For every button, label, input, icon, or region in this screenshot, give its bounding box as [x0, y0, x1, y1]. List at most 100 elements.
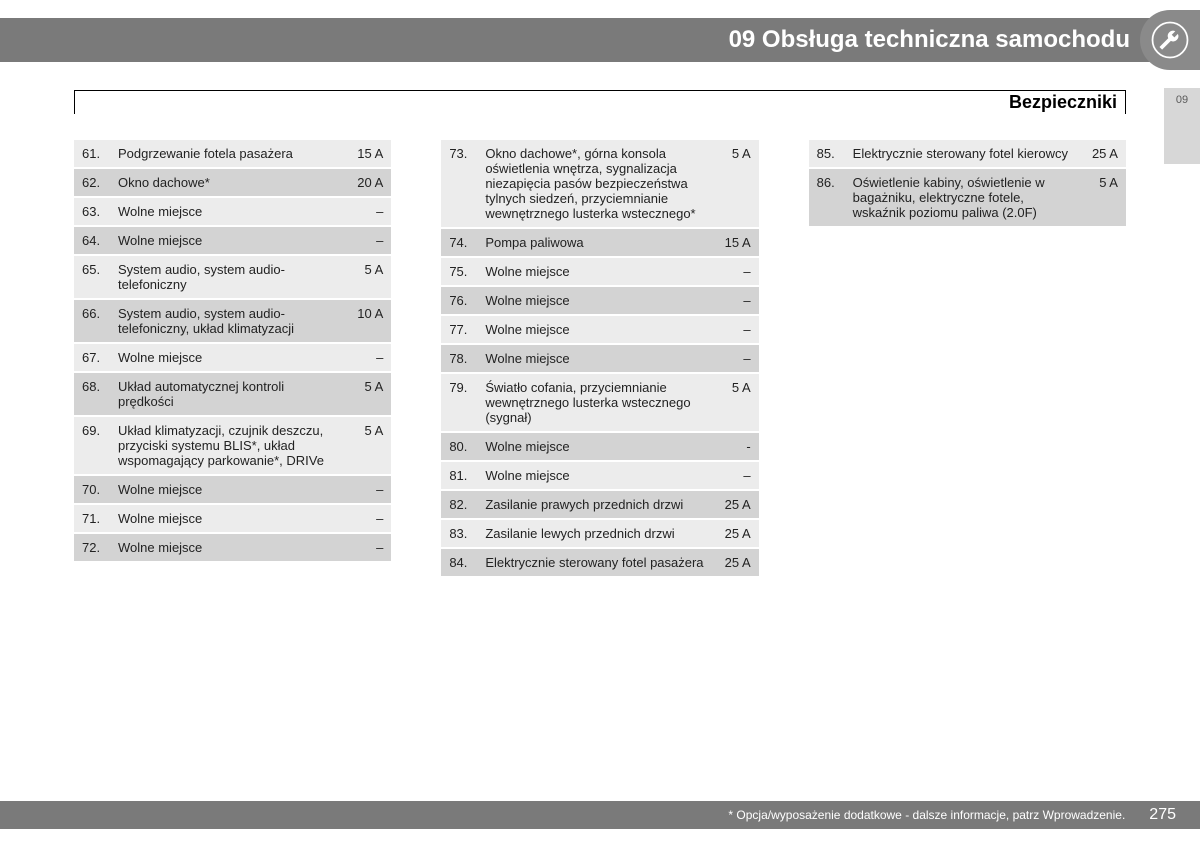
fuse-amperage: 5 A: [345, 372, 391, 416]
fuse-number: 69.: [74, 416, 110, 475]
fuse-description: Wolne miejsce: [477, 257, 712, 286]
fuse-number: 80.: [441, 432, 477, 461]
fuse-description: System audio, system audio-telefoniczny,…: [110, 299, 345, 343]
table-row: 84.Elektrycznie sterowany fotel pasażera…: [441, 548, 758, 577]
table-row: 66.System audio, system audio-telefonicz…: [74, 299, 391, 343]
fuse-number: 73.: [441, 140, 477, 228]
fuse-number: 79.: [441, 373, 477, 432]
table-row: 72.Wolne miejsce–: [74, 533, 391, 562]
fuse-table: 61.Podgrzewanie fotela pasażera15 A62.Ok…: [74, 140, 391, 563]
fuse-amperage: –: [345, 226, 391, 255]
table-row: 73.Okno dachowe*, górna konsola oświetle…: [441, 140, 758, 228]
chapter-header: 09 Obsługa techniczna samochodu: [0, 18, 1200, 62]
fuse-number: 68.: [74, 372, 110, 416]
fuse-number: 71.: [74, 504, 110, 533]
table-row: 67.Wolne miejsce–: [74, 343, 391, 372]
fuse-amperage: –: [713, 315, 759, 344]
fuse-description: Wolne miejsce: [477, 461, 712, 490]
fuse-amperage: –: [345, 533, 391, 562]
fuse-column-2: 73.Okno dachowe*, górna konsola oświetle…: [441, 140, 758, 578]
fuse-amperage: 15 A: [345, 140, 391, 168]
fuse-column-1: 61.Podgrzewanie fotela pasażera15 A62.Ok…: [74, 140, 391, 578]
fuse-amperage: 15 A: [713, 228, 759, 257]
section-title: Bezpieczniki: [1009, 92, 1117, 113]
fuse-description: Wolne miejsce: [477, 432, 712, 461]
fuse-description: Pompa paliwowa: [477, 228, 712, 257]
fuse-number: 65.: [74, 255, 110, 299]
fuse-number: 67.: [74, 343, 110, 372]
table-row: 65.System audio, system audio-telefonicz…: [74, 255, 391, 299]
wrench-icon: [1140, 10, 1200, 70]
table-row: 80.Wolne miejsce-: [441, 432, 758, 461]
section-header: Bezpieczniki: [74, 90, 1126, 114]
fuse-number: 70.: [74, 475, 110, 504]
fuse-amperage: 20 A: [345, 168, 391, 197]
fuse-amperage: -: [713, 432, 759, 461]
table-row: 61.Podgrzewanie fotela pasażera15 A: [74, 140, 391, 168]
table-row: 64.Wolne miejsce–: [74, 226, 391, 255]
fuse-description: Wolne miejsce: [110, 475, 345, 504]
fuse-amperage: 5 A: [713, 373, 759, 432]
table-row: 69.Układ klimatyzacji, czujnik deszczu, …: [74, 416, 391, 475]
fuse-amperage: 10 A: [345, 299, 391, 343]
fuse-description: Wolne miejsce: [477, 315, 712, 344]
fuse-description: Zasilanie lewych przednich drzwi: [477, 519, 712, 548]
fuse-table: 73.Okno dachowe*, górna konsola oświetle…: [441, 140, 758, 578]
fuse-amperage: –: [713, 344, 759, 373]
fuse-amperage: 25 A: [1080, 140, 1126, 168]
fuse-amperage: –: [345, 343, 391, 372]
page-number: 275: [1149, 806, 1176, 824]
table-row: 79.Światło cofania, przyciemnianie wewnę…: [441, 373, 758, 432]
fuse-number: 83.: [441, 519, 477, 548]
fuse-amperage: 5 A: [345, 416, 391, 475]
table-row: 86.Oświetlenie kabiny, oświetlenie w bag…: [809, 168, 1126, 227]
fuse-columns: 61.Podgrzewanie fotela pasażera15 A62.Ok…: [74, 140, 1126, 578]
fuse-column-3: 85.Elektrycznie sterowany fotel kierowcy…: [809, 140, 1126, 578]
fuse-description: Układ klimatyzacji, czujnik deszczu, prz…: [110, 416, 345, 475]
fuse-description: Wolne miejsce: [110, 197, 345, 226]
fuse-description: Wolne miejsce: [110, 533, 345, 562]
fuse-description: Okno dachowe*: [110, 168, 345, 197]
fuse-number: 62.: [74, 168, 110, 197]
fuse-number: 64.: [74, 226, 110, 255]
table-row: 83.Zasilanie lewych przednich drzwi25 A: [441, 519, 758, 548]
fuse-amperage: 25 A: [713, 519, 759, 548]
fuse-number: 72.: [74, 533, 110, 562]
fuse-description: Układ automatycznej kontroli prędkości: [110, 372, 345, 416]
fuse-description: Wolne miejsce: [477, 286, 712, 315]
fuse-description: Światło cofania, przyciemnianie wewnętrz…: [477, 373, 712, 432]
table-row: 82.Zasilanie prawych przednich drzwi25 A: [441, 490, 758, 519]
fuse-description: Oświetlenie kabiny, oświetlenie w bagażn…: [845, 168, 1080, 227]
table-row: 63.Wolne miejsce–: [74, 197, 391, 226]
fuse-amperage: –: [345, 197, 391, 226]
table-row: 68.Układ automatycznej kontroli prędkośc…: [74, 372, 391, 416]
fuse-number: 63.: [74, 197, 110, 226]
fuse-description: Elektrycznie sterowany fotel kierowcy: [845, 140, 1080, 168]
table-row: 74.Pompa paliwowa15 A: [441, 228, 758, 257]
fuse-amperage: 25 A: [713, 548, 759, 577]
fuse-description: Elektrycznie sterowany fotel pasażera: [477, 548, 712, 577]
fuse-amperage: –: [713, 461, 759, 490]
fuse-amperage: –: [713, 257, 759, 286]
table-row: 77.Wolne miejsce–: [441, 315, 758, 344]
footer-note: * Opcja/wyposażenie dodatkowe - dalsze i…: [728, 808, 1125, 822]
fuse-number: 82.: [441, 490, 477, 519]
fuse-amperage: 5 A: [1080, 168, 1126, 227]
fuse-amperage: 5 A: [345, 255, 391, 299]
chapter-title: 09 Obsługa techniczna samochodu: [729, 26, 1130, 54]
fuse-amperage: –: [345, 475, 391, 504]
fuse-description: Wolne miejsce: [110, 226, 345, 255]
fuse-description: Wolne miejsce: [110, 504, 345, 533]
fuse-amperage: –: [713, 286, 759, 315]
side-tab-label: 09: [1176, 94, 1188, 106]
fuse-description: Wolne miejsce: [477, 344, 712, 373]
fuse-number: 86.: [809, 168, 845, 227]
fuse-number: 66.: [74, 299, 110, 343]
fuse-number: 76.: [441, 286, 477, 315]
fuse-amperage: 5 A: [713, 140, 759, 228]
fuse-number: 84.: [441, 548, 477, 577]
fuse-amperage: 25 A: [713, 490, 759, 519]
fuse-number: 75.: [441, 257, 477, 286]
fuse-amperage: –: [345, 504, 391, 533]
fuse-description: Wolne miejsce: [110, 343, 345, 372]
